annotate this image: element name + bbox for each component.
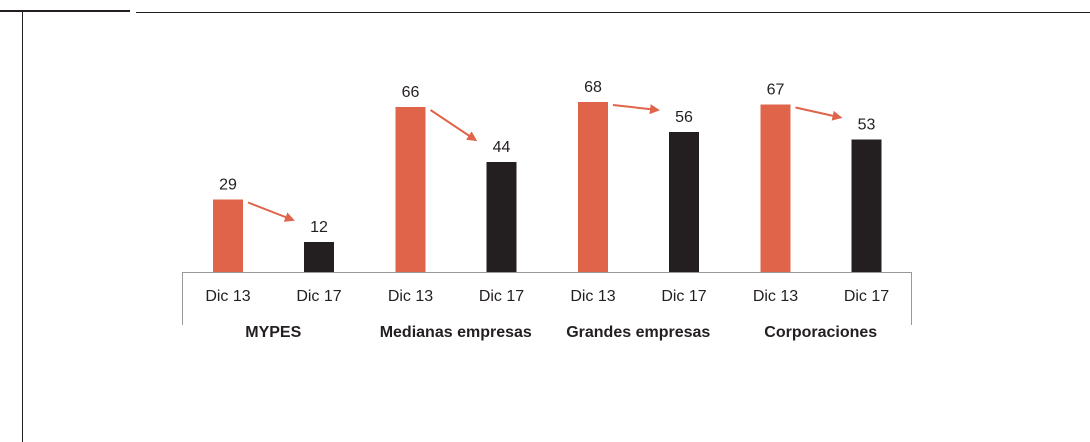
bar: [851, 139, 882, 272]
group-label: MYPES: [245, 324, 301, 341]
trend-arrow: [612, 104, 660, 115]
group-label: Grandes empresas: [566, 324, 710, 341]
bar: [486, 162, 517, 272]
trend-arrow: [247, 201, 295, 222]
bar: [669, 132, 699, 272]
value-label: 53: [858, 117, 876, 134]
group-label: Medianas empresas: [380, 324, 532, 341]
value-label: 44: [493, 139, 511, 156]
value-label: 67: [767, 82, 785, 99]
bar: [395, 107, 426, 272]
bar: [578, 102, 608, 272]
value-label: 68: [584, 79, 602, 96]
x-tick-label: Dic 13: [570, 288, 615, 305]
value-label: 56: [675, 109, 693, 126]
trend-arrow: [795, 106, 843, 121]
bar: [213, 199, 243, 272]
bar: [304, 242, 334, 272]
x-tick-label: Dic 17: [661, 288, 706, 305]
value-label: 29: [219, 177, 237, 194]
trend-arrow: [429, 109, 478, 142]
x-tick-label: Dic 17: [479, 288, 524, 305]
x-tick-label: Dic 13: [753, 288, 798, 305]
x-tick-label: Dic 13: [388, 288, 433, 305]
x-tick-label: Dic 17: [844, 288, 889, 305]
x-tick-label: Dic 13: [205, 288, 250, 305]
x-tick-label: Dic 17: [296, 288, 341, 305]
bar: [760, 104, 791, 272]
value-label: 12: [310, 219, 328, 236]
group-label: Corporaciones: [764, 324, 877, 341]
value-label: 66: [402, 84, 420, 101]
